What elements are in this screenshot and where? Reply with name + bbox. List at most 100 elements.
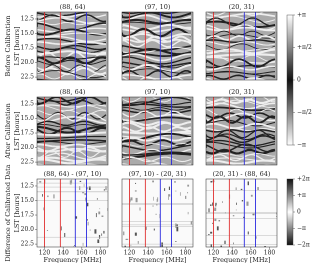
y-tick-label: 15.0: [21, 115, 35, 122]
speck: [134, 190, 137, 192]
stripe: [37, 32, 107, 38]
heatmap-texture: [37, 179, 108, 247]
stripe: [122, 18, 192, 25]
y-tick-label: 17.5: [21, 45, 35, 52]
colorbar: [286, 14, 294, 146]
stripe: [37, 56, 107, 65]
speck: [187, 192, 189, 194]
panel-title: (20, 31) - (88, 64): [213, 170, 271, 178]
speck: [208, 234, 210, 236]
stripe: [206, 98, 276, 105]
panel: (88, 64) 12.5 15.0 17.5 20.0 22.5 LST [hours]A…: [4, 88, 109, 166]
stripe: [206, 148, 276, 155]
colorbar: [286, 178, 294, 246]
stripe: [122, 23, 192, 31]
stripe: [37, 115, 107, 125]
x-axis-label: Frequency [MHz]: [43, 256, 101, 263]
panel: (97, 10) - (20, 31) 120 140 160 180Frequency…: [121, 170, 194, 263]
stripe: [228, 164, 272, 165]
speck: [210, 204, 212, 206]
speck: [139, 207, 141, 211]
speck: [42, 194, 43, 197]
y-tick-label: 15.0: [21, 197, 35, 204]
stripe: [37, 35, 107, 43]
speck: [64, 232, 66, 238]
stripe: [206, 58, 276, 68]
x-tick-label: 140: [57, 250, 69, 257]
stripe: [206, 102, 276, 110]
speck: [185, 195, 187, 199]
speck: [253, 213, 255, 215]
stripe: [37, 141, 107, 145]
speck: [276, 215, 277, 218]
speck: [212, 202, 213, 206]
speck: [210, 231, 213, 234]
speck: [46, 230, 49, 231]
speck: [174, 190, 177, 192]
stripe: [206, 33, 276, 39]
stripe: [206, 39, 276, 43]
speck: [137, 240, 139, 244]
stripe: [37, 27, 107, 33]
panel-frame: [205, 178, 278, 248]
speck: [103, 230, 105, 234]
speck: [235, 209, 237, 211]
stripe: [206, 74, 276, 80]
x-axis-label: Frequency [MHz]: [212, 256, 270, 263]
speck: [71, 179, 73, 184]
heatmap-texture: [206, 180, 277, 247]
speck: [216, 226, 219, 231]
stripe: [37, 147, 107, 153]
stripe: [37, 14, 107, 23]
x-tick-label: 180: [95, 250, 107, 257]
speck: [129, 199, 131, 203]
speck: [74, 245, 76, 247]
speck: [47, 195, 49, 198]
stripe: [206, 20, 276, 28]
stripe: [122, 144, 192, 152]
colorbar-tick-label: 0: [297, 77, 301, 84]
speck: [134, 232, 137, 236]
speck: [215, 202, 217, 206]
speck: [175, 223, 177, 228]
speck: [236, 202, 237, 205]
stripe: [206, 115, 276, 124]
stripe: [37, 139, 107, 143]
panel: (97, 10): [121, 3, 194, 81]
y-tick-label: 12.5: [21, 182, 35, 189]
stripe: [122, 56, 192, 65]
stripe: [206, 43, 276, 51]
panel-frame: [36, 178, 109, 248]
speck: [61, 226, 62, 231]
speck: [123, 231, 125, 236]
speck: [105, 186, 107, 191]
stripe: [122, 156, 192, 163]
stripe: [122, 27, 192, 38]
speck: [126, 238, 129, 240]
stripe: [37, 40, 107, 45]
speck: [135, 182, 137, 184]
speck: [168, 196, 169, 200]
panel-title: (88, 64): [60, 3, 86, 11]
heatmap-texture: [122, 180, 193, 247]
colorbar-tick-label: −π/2: [297, 109, 312, 116]
y-tick-label: 20.0: [21, 144, 35, 151]
stripe: [206, 41, 276, 46]
stripe: [122, 21, 192, 25]
panel-frame: [121, 11, 194, 81]
stripe: [206, 12, 265, 17]
stripe: [206, 56, 276, 64]
stripe: [206, 141, 276, 149]
stripe: [37, 109, 107, 116]
speck: [88, 186, 91, 190]
speck: [75, 216, 78, 219]
x-tick-label: 180: [180, 250, 192, 257]
stripe: [37, 37, 107, 46]
panel: (88, 64) - (97, 10) 12.5 15.0 17.5 20.0 22.5 1…: [4, 164, 109, 263]
stripe: [122, 101, 192, 106]
stripe: [37, 131, 107, 136]
colorbar-tick-label: +2π: [297, 176, 310, 183]
panel-title: (20, 31): [229, 88, 255, 96]
speck: [212, 222, 214, 224]
stripe: [122, 103, 192, 108]
